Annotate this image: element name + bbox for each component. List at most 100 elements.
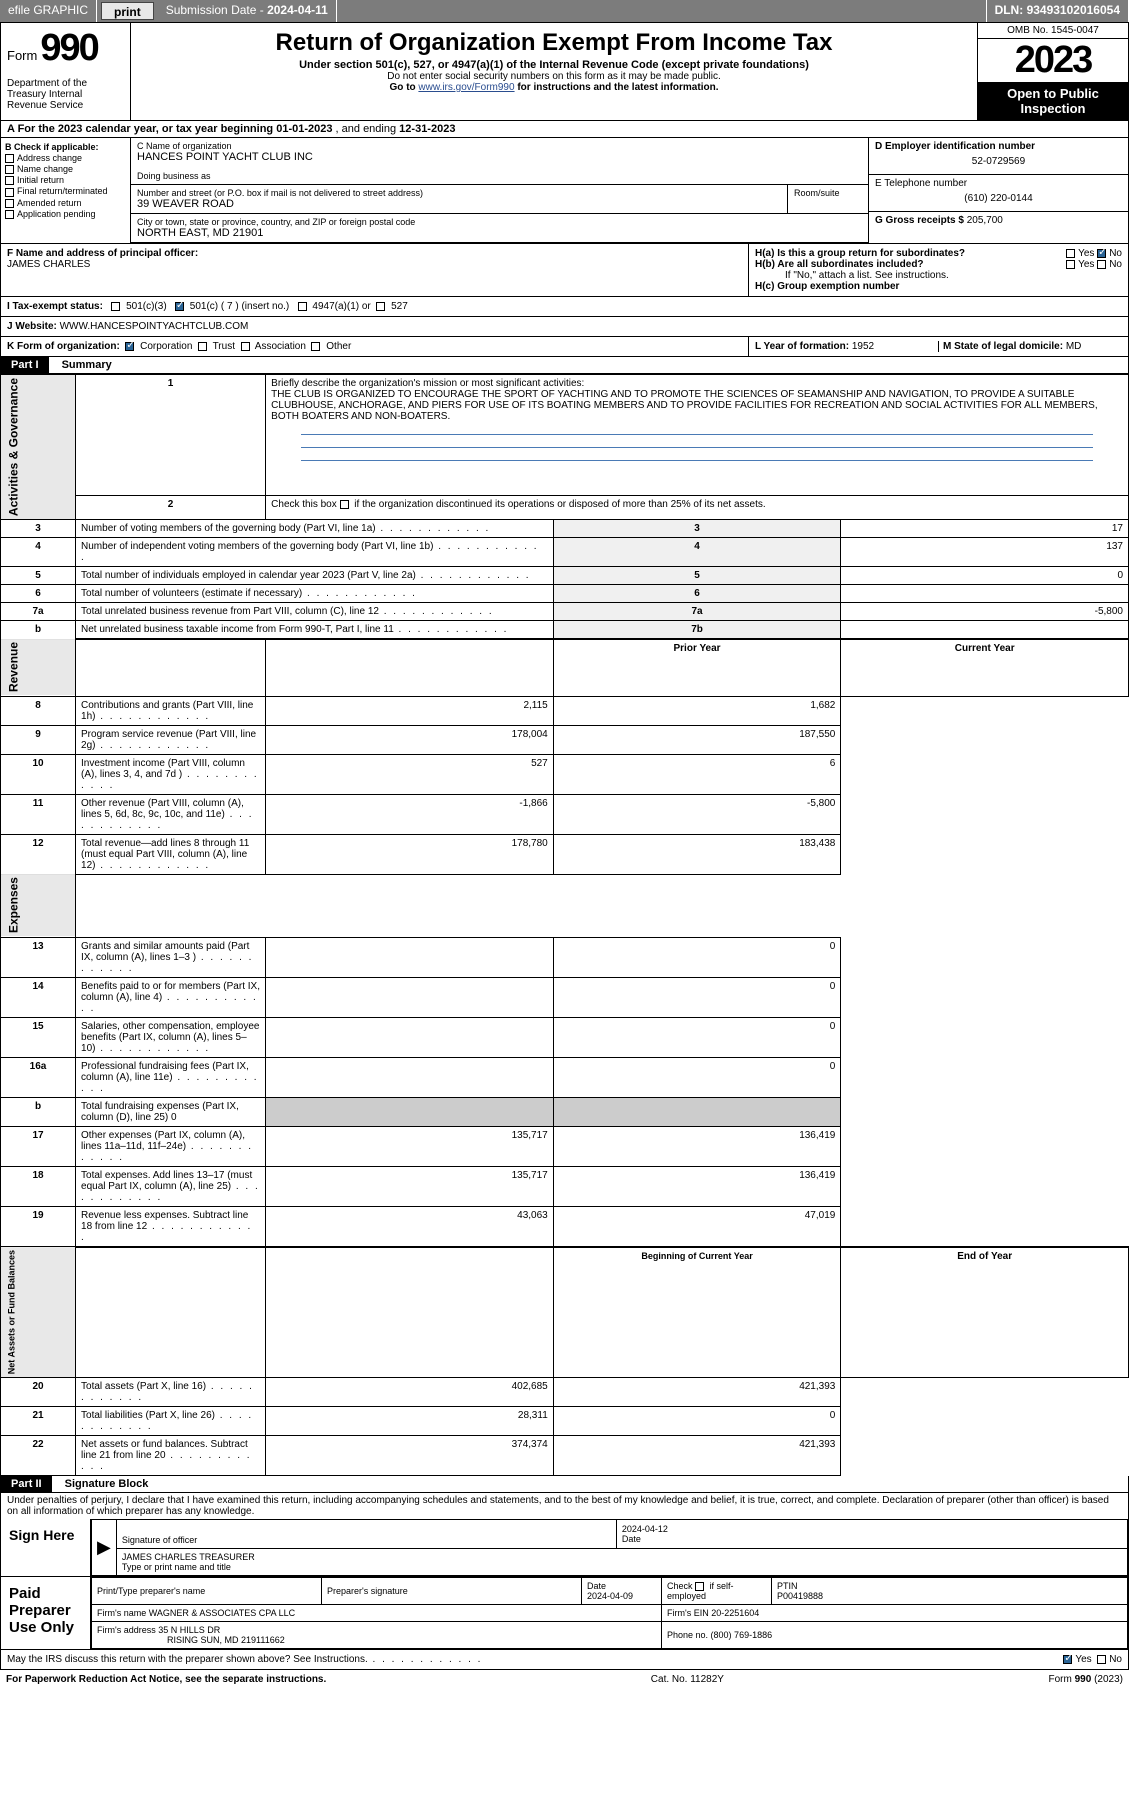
irs-link[interactable]: www.irs.gov/Form990 xyxy=(418,82,514,93)
ha-no-checkbox[interactable] xyxy=(1097,249,1106,258)
part1-title: Summary xyxy=(52,357,122,373)
open-public: Open to Public Inspection xyxy=(978,82,1128,120)
checkbox[interactable] xyxy=(5,165,14,174)
q2-checkbox[interactable] xyxy=(340,500,349,509)
line-num: 15 xyxy=(1,1017,76,1057)
ha-yes-checkbox[interactable] xyxy=(1066,249,1075,258)
form-box: Form 990 Department of the Treasury Inte… xyxy=(1,23,131,120)
spacer xyxy=(266,639,554,696)
blue-line xyxy=(301,449,1093,461)
sig-date-label: Date xyxy=(622,1534,1122,1544)
dln-label: DLN: xyxy=(995,3,1027,17)
checkbox[interactable] xyxy=(5,188,14,197)
subtitle-2: Do not enter social security numbers on … xyxy=(141,71,967,82)
checkbox[interactable] xyxy=(5,154,14,163)
i-o3: 4947(a)(1) or xyxy=(312,301,370,312)
sign-arrow-icon: ▶ xyxy=(92,1520,117,1576)
line-num: 11 xyxy=(1,794,76,834)
ein-value: 52-0729569 xyxy=(875,152,1122,171)
m-value: MD xyxy=(1066,341,1082,352)
prior-value xyxy=(266,1097,554,1126)
line-text: Total liabilities (Part X, line 26) xyxy=(76,1407,266,1436)
current-value: 1,682 xyxy=(553,696,841,725)
line-a: A For the 2023 calendar year, or tax yea… xyxy=(0,121,1129,138)
k-other-checkbox[interactable] xyxy=(311,342,320,351)
discuss-yes: Yes xyxy=(1075,1654,1091,1665)
city-value: NORTH EAST, MD 21901 xyxy=(137,227,862,239)
i-o1: 501(c)(3) xyxy=(126,301,167,312)
blue-line xyxy=(301,436,1093,448)
spacer xyxy=(76,639,266,696)
line-num: 20 xyxy=(1,1378,76,1407)
prior-value: 527 xyxy=(266,754,554,794)
l-label: L Year of formation: xyxy=(755,341,852,352)
prior-value: 178,780 xyxy=(266,834,554,874)
line-text: Program service revenue (Part VIII, line… xyxy=(76,725,266,754)
i-527-checkbox[interactable] xyxy=(376,302,385,311)
line-2: Check this box if the organization disco… xyxy=(266,496,1129,520)
self-emp-checkbox[interactable] xyxy=(695,1582,704,1591)
line-num: 16a xyxy=(1,1057,76,1097)
firm-addr-label: Firm's address xyxy=(97,1625,158,1635)
hb-yes-checkbox[interactable] xyxy=(1066,260,1075,269)
line-text: Other expenses (Part IX, column (A), lin… xyxy=(76,1126,266,1166)
prep-date-label: Date xyxy=(587,1581,656,1591)
dept-label: Department of the Treasury Internal Reve… xyxy=(7,70,124,111)
k-assoc-checkbox[interactable] xyxy=(241,342,250,351)
line-text: Contributions and grants (Part VIII, lin… xyxy=(76,696,266,725)
part2-tag: Part II xyxy=(1,1476,52,1492)
line-box: 7a xyxy=(553,603,841,621)
col-b-item: Initial return xyxy=(5,175,126,185)
dln-value: 93493102016054 xyxy=(1027,3,1120,17)
part2-header: Part II Signature Block xyxy=(0,1476,1129,1493)
current-value: 0 xyxy=(553,977,841,1017)
line-text: Investment income (Part VIII, column (A)… xyxy=(76,754,266,794)
checkbox[interactable] xyxy=(5,176,14,185)
prep-name-label: Print/Type preparer's name xyxy=(97,1586,316,1596)
checkbox[interactable] xyxy=(5,210,14,219)
line-num: 6 xyxy=(1,585,76,603)
firm-addr-val: 35 N HILLS DR xyxy=(158,1625,220,1635)
sig-type-label: Type or print name and title xyxy=(122,1562,1122,1572)
checkbox[interactable] xyxy=(5,199,14,208)
i-501c3-checkbox[interactable] xyxy=(111,302,120,311)
j-label: J Website: xyxy=(7,321,60,332)
addr-value: 39 WEAVER ROAD xyxy=(137,198,781,210)
i-o4: 527 xyxy=(391,301,408,312)
k-trust-checkbox[interactable] xyxy=(198,342,207,351)
ptin-label: PTIN xyxy=(777,1581,1122,1591)
ha-no: No xyxy=(1109,248,1122,259)
hc-row: H(c) Group exemption number xyxy=(755,281,1122,292)
footer: For Paperwork Reduction Act Notice, see … xyxy=(0,1670,1129,1689)
print-button[interactable]: print xyxy=(101,2,154,20)
cat-no: Cat. No. 11282Y xyxy=(651,1674,724,1685)
line-num: 17 xyxy=(1,1126,76,1166)
sig-date-val: 2024-04-12 xyxy=(622,1524,1122,1534)
ha-row: H(a) Is this a group return for subordin… xyxy=(755,248,1122,259)
i-501c-checkbox[interactable] xyxy=(175,302,184,311)
f-name: JAMES CHARLES xyxy=(7,259,90,270)
hb-no-checkbox[interactable] xyxy=(1097,260,1106,269)
line-value: 0 xyxy=(841,567,1129,585)
sig-officer-cell: Signature of officer xyxy=(116,1520,616,1549)
org-name: HANCES POINT YACHT CLUB INC xyxy=(137,151,862,163)
j-value: WWW.HANCESPOINTYACHTCLUB.COM xyxy=(60,321,249,332)
discuss-yes-checkbox[interactable] xyxy=(1063,1655,1072,1664)
vlabel-revenue: Revenue xyxy=(1,639,76,696)
room-label: Room/suite xyxy=(794,188,862,198)
gross-value: 205,700 xyxy=(967,215,1003,226)
line-num: 14 xyxy=(1,977,76,1017)
col-b-header: B Check if applicable: xyxy=(5,142,99,152)
hc-label: H(c) Group exemption number xyxy=(755,281,899,292)
line-a-text: A For the 2023 calendar year, or tax yea… xyxy=(7,123,276,135)
line-text: Revenue less expenses. Subtract line 18 … xyxy=(76,1206,266,1247)
i-4947-checkbox[interactable] xyxy=(298,302,307,311)
form-ref: Form 990 (2023) xyxy=(1049,1674,1123,1685)
discuss-no-checkbox[interactable] xyxy=(1097,1655,1106,1664)
i-o2: 501(c) ( 7 ) (insert no.) xyxy=(190,301,289,312)
ptin-val: P00419888 xyxy=(777,1591,1122,1601)
line-text: Net unrelated business taxable income fr… xyxy=(76,621,554,640)
k-corp-checkbox[interactable] xyxy=(125,342,134,351)
line-2-num: 2 xyxy=(76,496,266,520)
k-o3: Association xyxy=(255,341,306,352)
